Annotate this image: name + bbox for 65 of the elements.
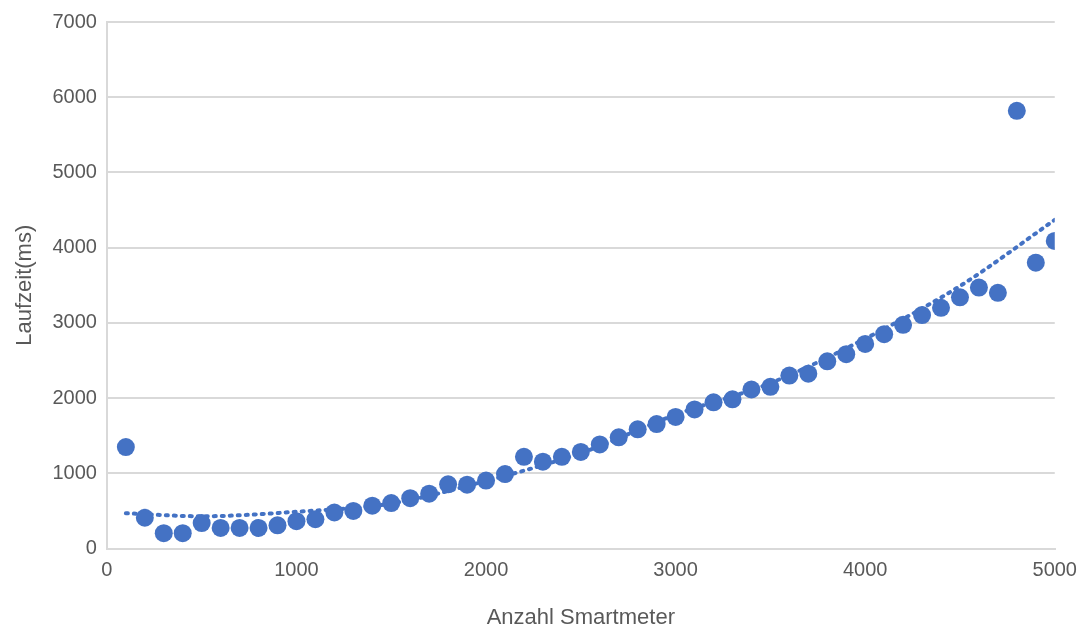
point	[192, 514, 211, 533]
point	[590, 435, 609, 454]
point	[647, 415, 666, 434]
point	[685, 400, 704, 419]
point	[704, 393, 723, 412]
y-axis-title: Laufzeit(ms)	[11, 224, 37, 346]
point	[249, 518, 268, 537]
point	[135, 508, 154, 527]
point	[1007, 101, 1026, 120]
point	[401, 489, 420, 508]
point	[950, 288, 969, 307]
point	[875, 325, 894, 344]
point	[363, 496, 382, 515]
point	[837, 345, 856, 364]
point	[761, 377, 780, 396]
point	[552, 447, 571, 466]
point	[742, 380, 761, 399]
point	[969, 278, 988, 297]
point	[230, 518, 249, 537]
point	[458, 475, 477, 494]
point	[609, 428, 628, 447]
point	[571, 442, 590, 461]
y-tick-label: 2000	[52, 385, 97, 408]
y-tick-label: 1000	[52, 460, 97, 483]
x-axis-title: Anzahl Smartmeter	[486, 603, 675, 629]
point	[211, 518, 230, 537]
y-tick-label: 7000	[52, 9, 97, 32]
point	[116, 438, 135, 457]
point	[325, 503, 344, 522]
point	[420, 484, 439, 503]
point	[932, 298, 951, 317]
point	[344, 501, 363, 520]
point	[628, 420, 647, 439]
point	[268, 516, 287, 535]
point	[173, 524, 192, 543]
x-tick-label: 4000	[842, 558, 888, 581]
y-tick-label: 6000	[52, 84, 97, 107]
point	[382, 494, 401, 513]
point	[856, 334, 875, 353]
point	[1026, 253, 1045, 272]
point	[439, 475, 458, 494]
x-tick-label: 1000	[274, 558, 319, 581]
point	[306, 510, 325, 529]
point	[988, 283, 1007, 302]
point	[666, 407, 685, 426]
y-tick-label: 4000	[52, 235, 97, 258]
y-tick-label: 5000	[52, 159, 97, 182]
y-tick-label: 3000	[52, 310, 97, 333]
point	[723, 390, 742, 409]
point	[780, 366, 799, 385]
x-tick-label: 3000	[653, 558, 698, 581]
point	[495, 465, 514, 484]
point	[477, 471, 496, 490]
point	[913, 306, 932, 325]
point	[154, 524, 173, 543]
point	[514, 447, 533, 466]
x-tick-label: 0	[101, 558, 113, 581]
point	[894, 315, 913, 334]
x-tick-label: 2000	[463, 558, 509, 581]
x-tick-label: 5000	[1032, 558, 1077, 581]
point	[818, 352, 837, 371]
point	[533, 452, 552, 471]
point	[799, 364, 818, 383]
point	[287, 512, 306, 531]
y-tick-label: 0	[85, 536, 97, 559]
